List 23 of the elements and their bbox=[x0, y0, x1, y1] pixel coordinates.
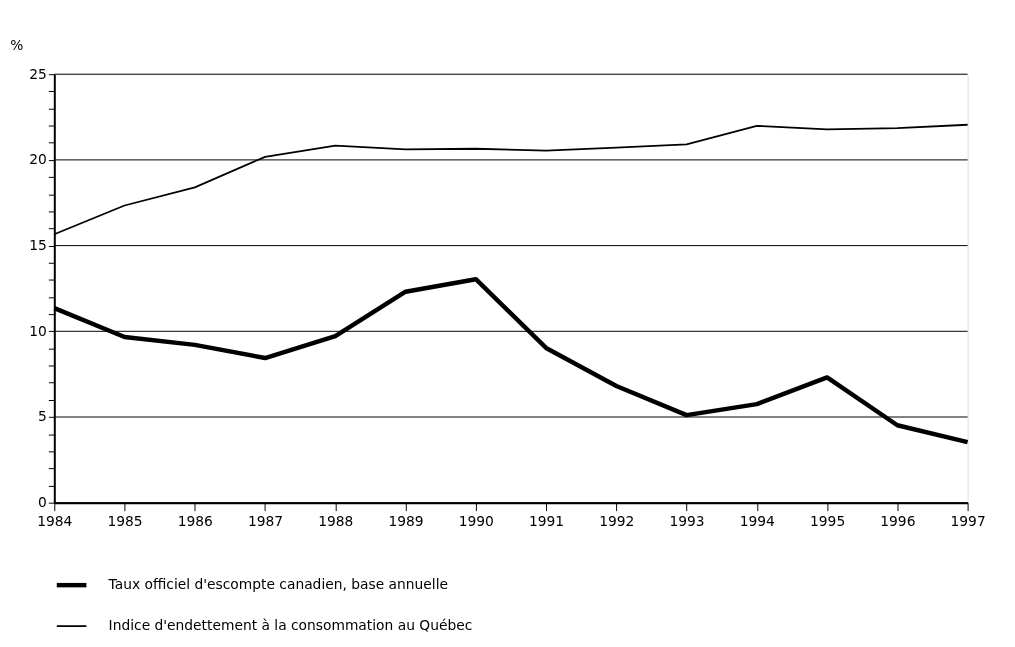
y-tick-label: 15 bbox=[29, 237, 47, 254]
legend-label: Indice d'endettement à la consommation au Québec bbox=[108, 617, 473, 634]
x-tick-label: 1995 bbox=[810, 512, 846, 529]
y-tick-label: 20 bbox=[29, 151, 47, 168]
x-tick-label: 1988 bbox=[318, 512, 354, 529]
x-tick-label: 1987 bbox=[247, 512, 284, 529]
x-tick-label: 1996 bbox=[880, 512, 916, 529]
x-tick-label: 1991 bbox=[529, 512, 565, 529]
x-tick-label: 1986 bbox=[177, 512, 213, 529]
y-tick-label: 0 bbox=[38, 494, 47, 511]
y-tick-label: 25 bbox=[29, 65, 47, 82]
x-tick-label: 1994 bbox=[739, 512, 776, 529]
y-tick-label: 5 bbox=[38, 408, 47, 425]
x-tick-label: 1993 bbox=[669, 512, 705, 529]
legend-label: Taux officiel d'escompte canadien, base annuelle bbox=[107, 576, 448, 593]
x-tick-label: 1990 bbox=[458, 512, 494, 529]
y-axis-title: % bbox=[10, 37, 24, 53]
x-tick-label: 1989 bbox=[388, 512, 424, 529]
x-tick-label: 1992 bbox=[599, 512, 635, 529]
x-tick-label: 1984 bbox=[37, 512, 73, 529]
x-tick-label: 1985 bbox=[107, 512, 143, 529]
y-tick-label: 10 bbox=[29, 322, 47, 339]
x-tick-label: 1997 bbox=[950, 512, 986, 529]
